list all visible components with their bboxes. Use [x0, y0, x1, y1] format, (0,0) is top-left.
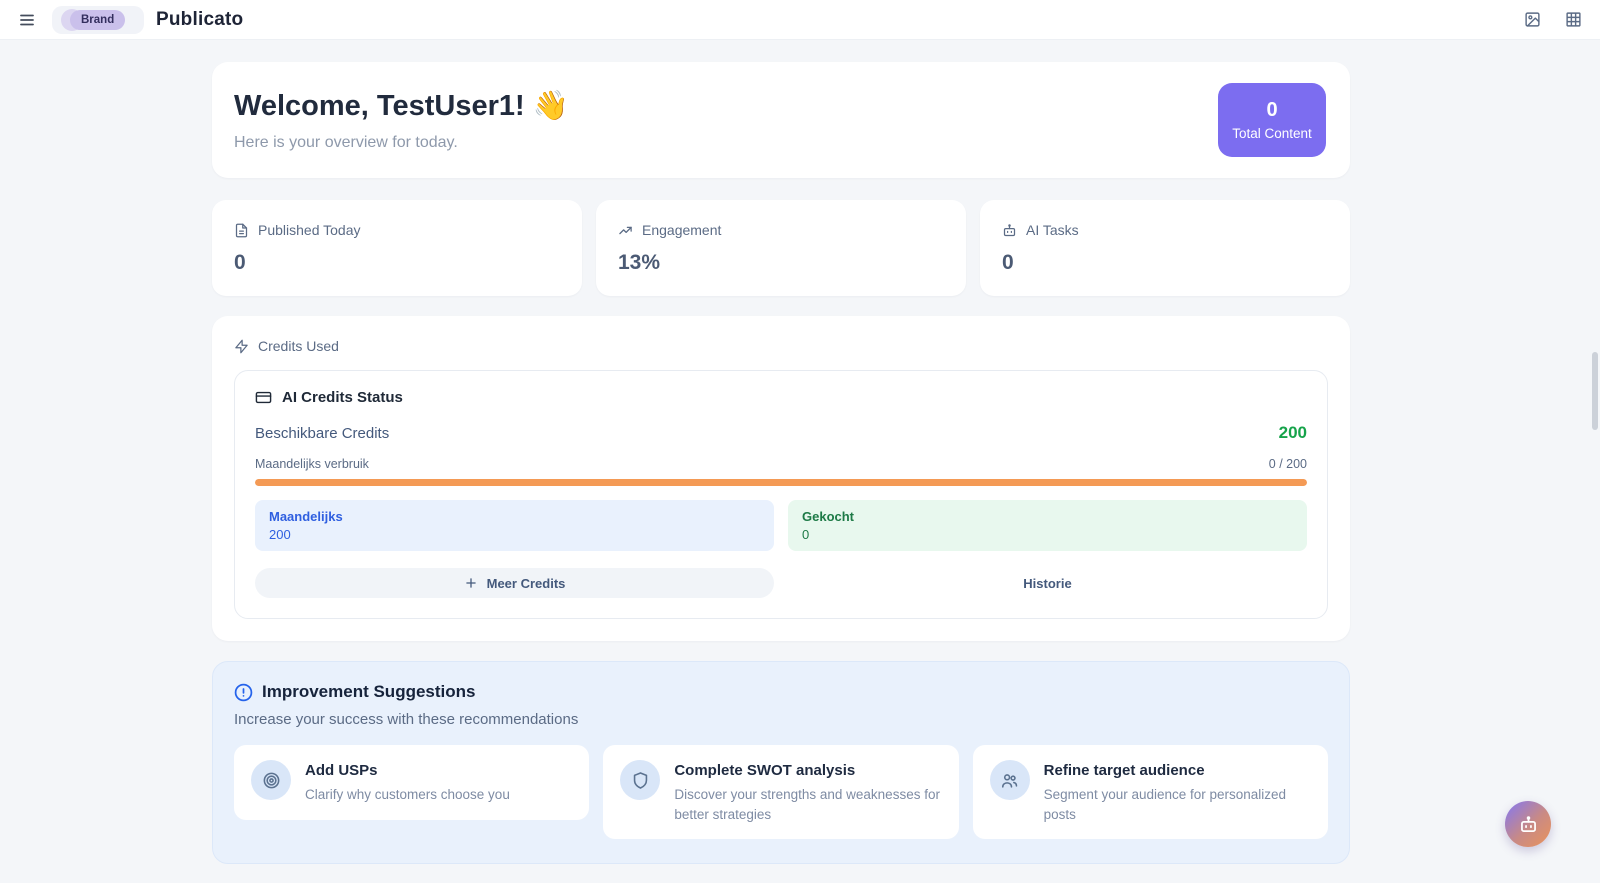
- stat-label: Engagement: [642, 222, 722, 238]
- stat-card-published-today: Published Today 0: [212, 200, 582, 296]
- brand-selector[interactable]: Brand: [52, 5, 144, 34]
- suggestion-description: Discover your strengths and weaknesses f…: [674, 787, 940, 822]
- stat-value: 0: [234, 251, 246, 274]
- target-icon: [251, 760, 291, 800]
- suggestions-subtitle: Increase your success with these recomme…: [234, 711, 579, 728]
- monthly-usage-value: 0 / 200: [1268, 457, 1307, 471]
- credit-card-icon: [255, 389, 272, 406]
- suggestion-title: Add USPs: [305, 762, 378, 779]
- monthly-usage-label: Maandelijks verbruik: [255, 457, 369, 471]
- total-content-label: Total Content: [1232, 126, 1312, 141]
- apps-grid-button[interactable]: [1561, 7, 1586, 32]
- available-credits-label: Beschikbare Credits: [255, 424, 390, 442]
- credits-progress-fill: [255, 479, 1307, 486]
- ai-credits-status-card: AI Credits Status Beschikbare Credits 20…: [234, 370, 1328, 619]
- more-credits-button[interactable]: Meer Credits: [255, 568, 774, 598]
- vertical-scrollbar-thumb[interactable]: [1592, 352, 1598, 430]
- history-button[interactable]: Historie: [788, 568, 1307, 598]
- stat-value: 13%: [618, 251, 661, 274]
- monthly-credits-box: Maandelijks 200: [255, 500, 774, 551]
- total-content-box: 0 Total Content: [1218, 83, 1326, 157]
- robot-icon: [1518, 814, 1539, 835]
- purchased-credits-box: Gekocht 0: [788, 500, 1307, 551]
- suggestion-card-add-usps[interactable]: Add USPs Clarify why customers choose yo…: [234, 745, 590, 820]
- credits-card: Credits Used AI Credits Status Beschikba…: [212, 316, 1350, 641]
- stat-label: Published Today: [258, 222, 361, 238]
- suggestion-title: Complete SWOT analysis: [674, 762, 856, 779]
- suggestion-card-swot-analysis[interactable]: Complete SWOT analysis Discover your str…: [603, 745, 959, 840]
- more-credits-label: Meer Credits: [486, 575, 566, 591]
- ai-assistant-fab[interactable]: [1505, 801, 1551, 847]
- purchased-credits-value: 0: [802, 527, 810, 542]
- alert-circle-icon: [234, 683, 253, 702]
- document-icon: [234, 223, 249, 238]
- welcome-subtitle: Here is your overview for today.: [234, 133, 458, 151]
- lightning-icon: [234, 339, 249, 354]
- brand-badge: Brand: [70, 9, 126, 30]
- users-icon: [989, 760, 1030, 800]
- available-credits-value: 200: [1278, 423, 1307, 442]
- suggestion-description: Segment your audience for personalized p…: [1043, 787, 1287, 822]
- stat-label: AI Tasks: [1026, 222, 1079, 238]
- shield-icon: [620, 760, 661, 800]
- suggestion-description: Clarify why customers choose you: [305, 787, 510, 802]
- suggestion-card-target-audience[interactable]: Refine target audience Segment your audi…: [972, 745, 1328, 840]
- welcome-title: Welcome, TestUser1! 👋: [234, 89, 569, 122]
- menu-button[interactable]: [14, 7, 40, 33]
- suggestions-title: Improvement Suggestions: [262, 682, 476, 701]
- stat-card-ai-tasks: AI Tasks 0: [980, 200, 1350, 296]
- purchased-credits-label: Gekocht: [802, 509, 855, 524]
- improvement-suggestions-section: Improvement Suggestions Increase your su…: [212, 661, 1350, 865]
- monthly-credits-label: Maandelijks: [269, 509, 343, 524]
- hamburger-icon: [18, 11, 36, 29]
- stat-value: 0: [1002, 251, 1014, 274]
- total-content-value: 0: [1266, 99, 1278, 121]
- trending-up-icon: [618, 223, 633, 238]
- credits-progress-bar: [255, 479, 1307, 486]
- grid-icon: [1565, 11, 1582, 28]
- credits-section-title: Credits Used: [258, 338, 339, 354]
- welcome-card: Welcome, TestUser1! 👋 Here is your overv…: [212, 62, 1350, 178]
- credits-card-title: AI Credits Status: [282, 389, 403, 406]
- top-bar: Brand Publicato: [0, 0, 1600, 40]
- app-title: Publicato: [156, 8, 244, 30]
- plus-icon: [464, 576, 478, 590]
- monthly-credits-value: 200: [269, 527, 291, 542]
- media-library-button[interactable]: [1520, 7, 1545, 32]
- stat-card-engagement: Engagement 13%: [596, 200, 966, 296]
- suggestion-title: Refine target audience: [1043, 762, 1205, 779]
- robot-icon: [1002, 223, 1017, 238]
- stats-row: Published Today 0 Engagement 13% AI Task…: [212, 200, 1350, 296]
- image-icon: [1524, 11, 1541, 28]
